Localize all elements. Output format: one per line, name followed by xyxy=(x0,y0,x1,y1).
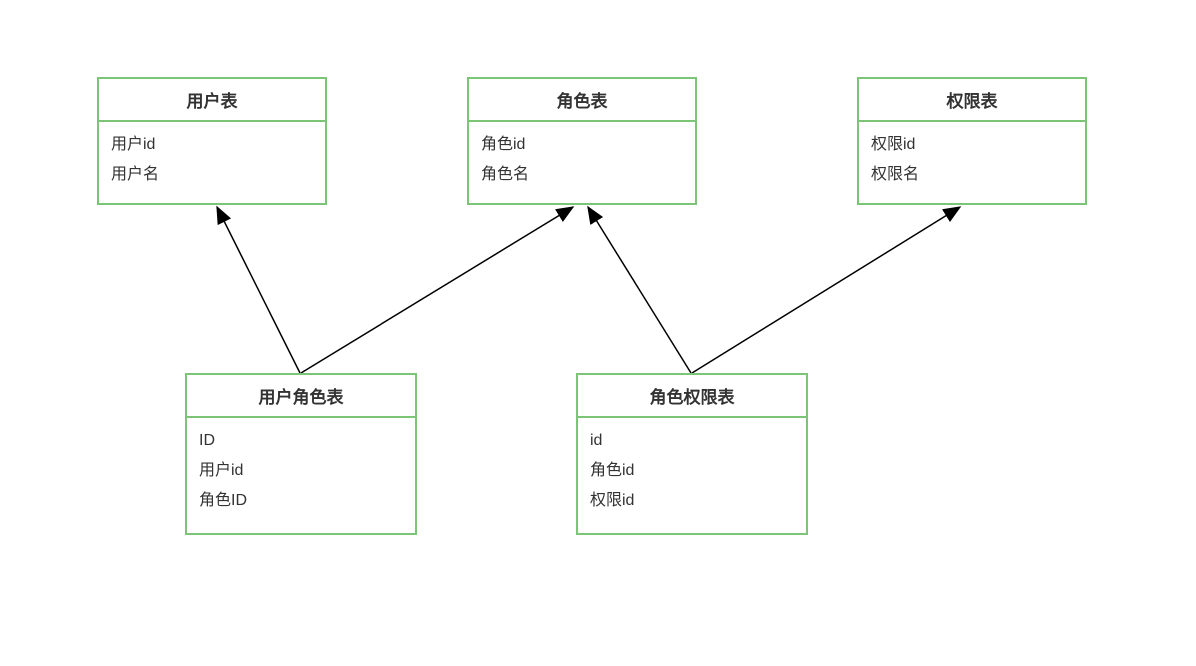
er-diagram: 用户表用户id用户名角色表角色id角色名权限表权限id权限名用户角色表ID用户i… xyxy=(0,0,1196,666)
entity-field: ID xyxy=(199,426,403,456)
entity-title: 用户表 xyxy=(99,79,325,122)
entity-field: 用户id xyxy=(111,130,313,160)
entity-title: 角色表 xyxy=(469,79,695,122)
entity-field: 权限id xyxy=(590,486,794,516)
arrow-role-permission-table-to-role-table xyxy=(588,207,691,373)
entity-field: 角色名 xyxy=(481,160,683,190)
entity-body: ID用户id角色ID xyxy=(187,418,415,524)
entity-permission-table: 权限表权限id权限名 xyxy=(857,77,1087,205)
entity-field: 角色id xyxy=(481,130,683,160)
entity-role-table: 角色表角色id角色名 xyxy=(467,77,697,205)
entity-body: 权限id权限名 xyxy=(859,122,1085,198)
arrow-role-permission-table-to-permission-table xyxy=(692,207,960,373)
entity-field: 权限名 xyxy=(871,160,1073,190)
entity-field: 角色id xyxy=(590,456,794,486)
entity-field: 权限id xyxy=(871,130,1073,160)
entity-body: 用户id用户名 xyxy=(99,122,325,198)
entity-user-table: 用户表用户id用户名 xyxy=(97,77,327,205)
entity-title: 角色权限表 xyxy=(578,375,806,418)
entity-body: 角色id角色名 xyxy=(469,122,695,198)
entity-body: id角色id权限id xyxy=(578,418,806,524)
entity-field: 用户id xyxy=(199,456,403,486)
arrow-user-role-table-to-user-table xyxy=(217,207,300,373)
entity-field: 用户名 xyxy=(111,160,313,190)
entity-user-role-table: 用户角色表ID用户id角色ID xyxy=(185,373,417,535)
entity-field: 角色ID xyxy=(199,486,403,516)
entity-title: 权限表 xyxy=(859,79,1085,122)
arrow-user-role-table-to-role-table xyxy=(301,207,573,373)
entity-field: id xyxy=(590,426,794,456)
entity-role-permission-table: 角色权限表id角色id权限id xyxy=(576,373,808,535)
entity-title: 用户角色表 xyxy=(187,375,415,418)
